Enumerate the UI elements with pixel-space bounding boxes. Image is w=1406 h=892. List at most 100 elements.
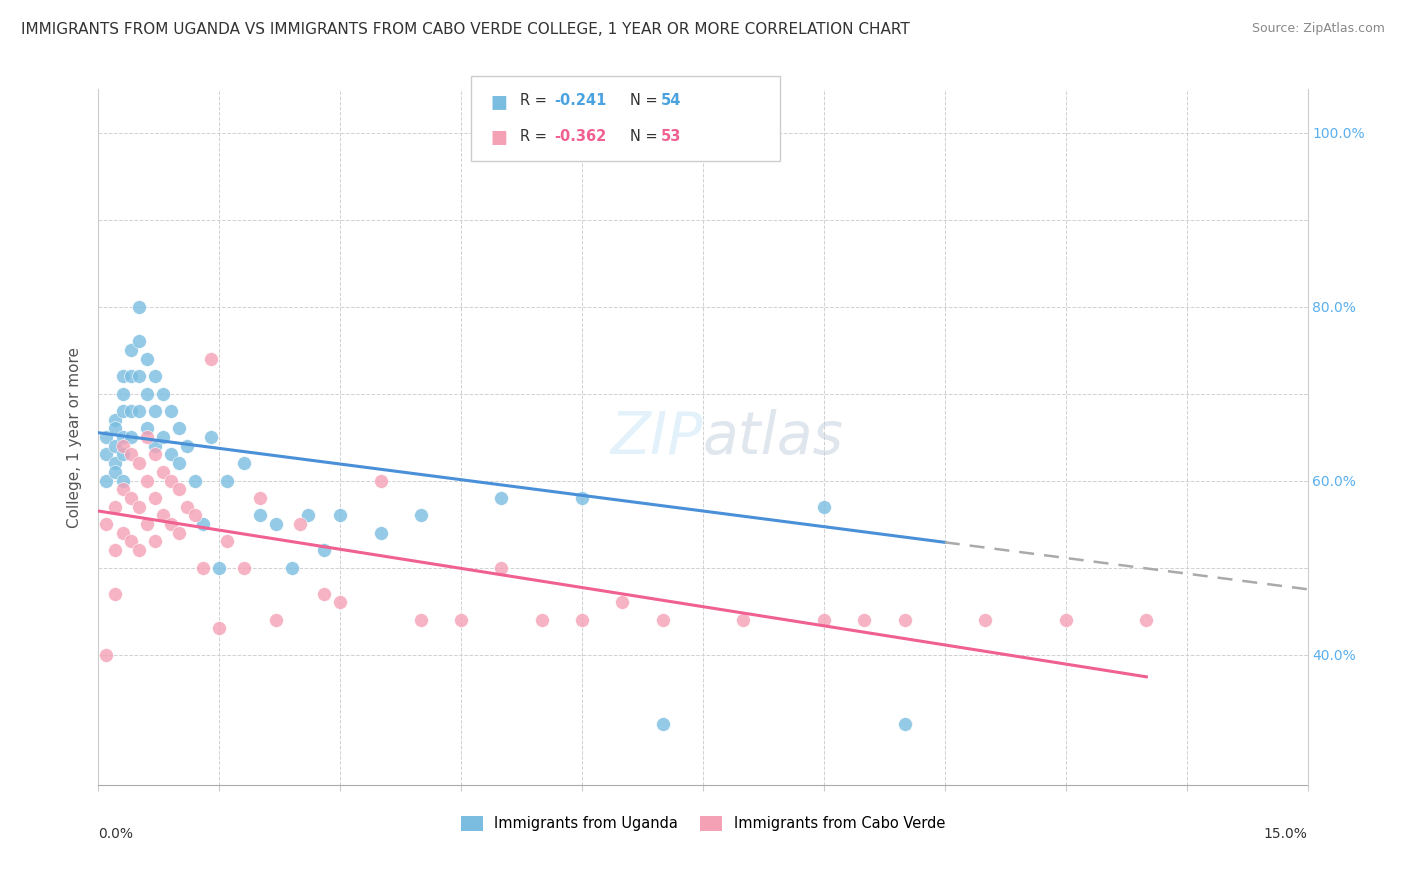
Point bbox=[143, 448, 166, 462]
Text: N =: N = bbox=[630, 129, 662, 144]
Point bbox=[571, 491, 593, 505]
Point bbox=[96, 648, 118, 662]
Point bbox=[217, 534, 239, 549]
Point bbox=[160, 474, 183, 488]
Point bbox=[111, 430, 134, 444]
Point bbox=[893, 613, 915, 627]
Point bbox=[135, 386, 157, 401]
Point bbox=[264, 516, 287, 531]
Point bbox=[249, 491, 271, 505]
Text: 0.0%: 0.0% bbox=[98, 827, 134, 840]
Point bbox=[143, 534, 166, 549]
Point bbox=[612, 595, 634, 609]
Point bbox=[103, 456, 125, 470]
Point bbox=[152, 508, 174, 523]
Point bbox=[135, 474, 157, 488]
Point bbox=[651, 717, 673, 731]
Point bbox=[111, 482, 134, 496]
Point bbox=[370, 474, 392, 488]
Text: R =: R = bbox=[520, 129, 551, 144]
Point bbox=[160, 404, 183, 418]
Point bbox=[120, 343, 142, 357]
Text: ▪: ▪ bbox=[489, 122, 508, 151]
Point bbox=[200, 351, 222, 366]
Point bbox=[152, 465, 174, 479]
Point bbox=[167, 421, 190, 435]
Point bbox=[193, 516, 215, 531]
Point bbox=[160, 516, 183, 531]
Point bbox=[120, 369, 142, 384]
Legend: Immigrants from Uganda, Immigrants from Cabo Verde: Immigrants from Uganda, Immigrants from … bbox=[456, 810, 950, 837]
Point bbox=[184, 474, 207, 488]
Point bbox=[128, 456, 150, 470]
Point bbox=[813, 613, 835, 627]
Point bbox=[111, 404, 134, 418]
Text: atlas: atlas bbox=[703, 409, 844, 466]
Point bbox=[120, 404, 142, 418]
Point bbox=[152, 430, 174, 444]
Point bbox=[208, 560, 231, 574]
Point bbox=[128, 369, 150, 384]
Point bbox=[111, 386, 134, 401]
Point bbox=[530, 613, 553, 627]
Point bbox=[329, 508, 352, 523]
Point bbox=[813, 500, 835, 514]
Point bbox=[103, 587, 125, 601]
Point bbox=[232, 560, 254, 574]
Point bbox=[128, 300, 150, 314]
Point bbox=[314, 543, 336, 558]
Point bbox=[571, 613, 593, 627]
Point bbox=[143, 439, 166, 453]
Point bbox=[491, 560, 513, 574]
Point bbox=[281, 560, 304, 574]
Point bbox=[96, 474, 118, 488]
Point bbox=[111, 448, 134, 462]
Point bbox=[491, 491, 513, 505]
Point bbox=[329, 595, 352, 609]
Point bbox=[167, 525, 190, 540]
Point bbox=[103, 543, 125, 558]
Point bbox=[288, 516, 311, 531]
Y-axis label: College, 1 year or more: College, 1 year or more bbox=[67, 347, 83, 527]
Point bbox=[1135, 613, 1157, 627]
Point bbox=[1054, 613, 1077, 627]
Point bbox=[143, 404, 166, 418]
Point bbox=[120, 430, 142, 444]
Point bbox=[297, 508, 319, 523]
Text: N =: N = bbox=[630, 94, 662, 108]
Point bbox=[409, 613, 432, 627]
Point bbox=[111, 525, 134, 540]
Point bbox=[120, 534, 142, 549]
Point bbox=[143, 491, 166, 505]
Point bbox=[217, 474, 239, 488]
Point bbox=[128, 543, 150, 558]
Point bbox=[314, 587, 336, 601]
Point bbox=[128, 334, 150, 349]
Point bbox=[232, 456, 254, 470]
Text: ▪: ▪ bbox=[489, 87, 508, 115]
Text: 53: 53 bbox=[661, 129, 681, 144]
Text: 54: 54 bbox=[661, 94, 681, 108]
Point bbox=[103, 500, 125, 514]
Point bbox=[450, 613, 472, 627]
Text: -0.362: -0.362 bbox=[554, 129, 606, 144]
Point bbox=[370, 525, 392, 540]
Point bbox=[96, 448, 118, 462]
Point bbox=[853, 613, 876, 627]
Point bbox=[135, 351, 157, 366]
Point bbox=[96, 430, 118, 444]
Point bbox=[167, 482, 190, 496]
Point bbox=[249, 508, 271, 523]
Point bbox=[135, 430, 157, 444]
Point bbox=[103, 439, 125, 453]
Point bbox=[135, 516, 157, 531]
Point bbox=[893, 717, 915, 731]
Point bbox=[167, 456, 190, 470]
Point bbox=[264, 613, 287, 627]
Point bbox=[193, 560, 215, 574]
Point bbox=[103, 412, 125, 426]
Point bbox=[160, 448, 183, 462]
Point bbox=[208, 621, 231, 635]
Text: Source: ZipAtlas.com: Source: ZipAtlas.com bbox=[1251, 22, 1385, 36]
Point bbox=[128, 500, 150, 514]
